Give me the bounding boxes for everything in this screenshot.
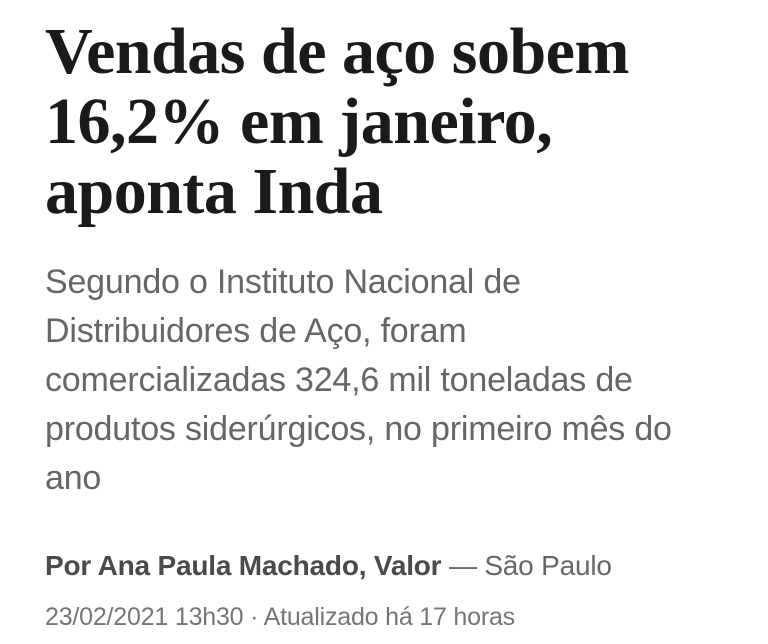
byline-location: — São Paulo [441,550,612,581]
article-headline: Vendas de aço sobem 16,2% em janeiro, ap… [45,15,629,228]
byline-author: Por Ana Paula Machado, Valor [45,550,442,581]
article-header: Vendas de aço sobem 16,2% em janeiro, ap… [45,15,723,632]
byline: Por Ana Paula Machado, Valor — São Paulo [45,548,723,584]
article-subtitle: Segundo o Instituto Nacional de Distribu… [45,263,672,497]
publish-dateline: 23/02/2021 13h30 · Atualizado há 17 hora… [45,603,515,631]
